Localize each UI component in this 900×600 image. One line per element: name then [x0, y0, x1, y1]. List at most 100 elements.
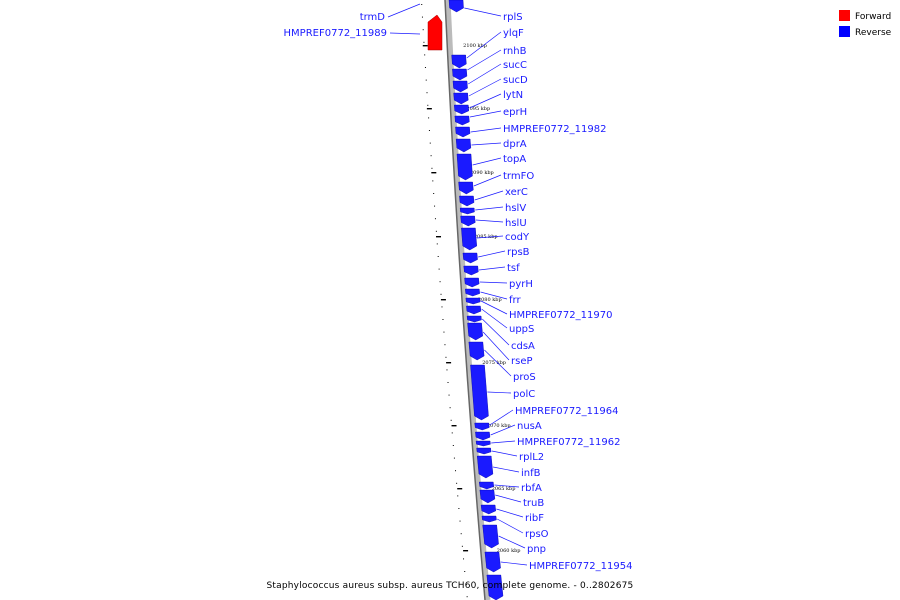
leader-line [491, 450, 518, 457]
tick-dot [423, 41, 425, 43]
leader-line [467, 63, 502, 85]
tick-label: 2080 kbp [478, 297, 502, 303]
leader-line [495, 494, 522, 503]
gene-label-reverse: HMPREF0772_11964 [515, 406, 618, 417]
gene-label-reverse: pnp [527, 544, 546, 555]
reverse-gene-block [453, 92, 469, 105]
leader-line [480, 300, 508, 315]
tick-dot [458, 508, 460, 509]
tick-dot [436, 243, 438, 245]
reverse-gene-block [455, 126, 471, 138]
reverse-gene-block [465, 288, 480, 297]
reverse-gene-block [465, 297, 481, 305]
gene-label-reverse: HMPREF0772_11970 [509, 310, 612, 321]
tick-dot [435, 230, 437, 232]
gene-label-reverse: hslV [505, 203, 526, 214]
gene-label-reverse: rseP [511, 356, 533, 367]
tick-dot [449, 407, 451, 409]
gene-label-reverse: sucD [503, 75, 528, 86]
reverse-gene-block [475, 431, 491, 441]
reverse-gene-block [460, 215, 476, 227]
leader-line [474, 190, 504, 201]
reverse-gene-block [454, 104, 469, 115]
gene-label-reverse: proS [513, 372, 536, 383]
leader-line [487, 391, 512, 394]
gene-label-reverse: HMPREF0772_11962 [517, 437, 620, 448]
gene-labels: trmD HMPREF0772_11989 rplS ylqF rnhB sucC sucD… [284, 12, 633, 572]
leader-line [468, 78, 502, 97]
tick-dot [446, 369, 448, 371]
tick-dot [433, 193, 435, 194]
leader-line [480, 291, 508, 300]
leader-line [475, 219, 504, 223]
tick-dot [428, 130, 430, 131]
leader-line [478, 250, 506, 258]
gene-label-reverse: rpsO [525, 529, 549, 540]
legend-label-reverse: Reverse [855, 28, 892, 38]
tick-label: 2065 kbp [492, 486, 516, 492]
reverse-gene-block [466, 315, 482, 323]
gene-label-forward: HMPREF0772_11989 [284, 28, 387, 39]
leader-line [497, 518, 524, 534]
gene-blocks [427, 0, 504, 600]
tick-dot [424, 67, 426, 68]
reverse-gene-block [479, 481, 495, 490]
tick-dot [443, 331, 445, 333]
reverse-gene-block [482, 524, 499, 549]
reverse-gene-block [454, 115, 470, 126]
leader-line [387, 3, 421, 18]
leader-line [471, 142, 502, 146]
reverse-gene-block [452, 68, 468, 81]
tick-marks [421, 4, 469, 598]
genome-backbone-shadow [445, 0, 491, 600]
tick-dot [438, 268, 440, 270]
leader-line [469, 110, 502, 118]
reverse-gene-block [468, 341, 485, 361]
tick-dot [445, 356, 447, 358]
tick-dot [442, 319, 444, 320]
gene-label-reverse: hslU [505, 218, 527, 229]
major-tick [440, 299, 446, 301]
leader-line [473, 174, 502, 187]
tick-dot [426, 92, 428, 94]
tick-dot [434, 218, 436, 220]
tick-dot [429, 142, 431, 144]
tick-dot [444, 344, 446, 346]
reverse-gene-block [476, 455, 494, 479]
reverse-gene-block [475, 440, 491, 447]
major-tick [463, 550, 469, 552]
leader-line [466, 31, 502, 59]
gene-label-reverse: nusA [517, 421, 542, 432]
reverse-gene-block [470, 364, 489, 421]
forward-gene-block [427, 14, 443, 51]
leader-line [500, 561, 528, 566]
tick-dot [451, 432, 453, 434]
reverse-gene-block [451, 54, 467, 69]
reverse-gene-block [458, 181, 474, 195]
tick-dot [441, 306, 443, 308]
tick-dot [432, 180, 434, 182]
gene-label-reverse: sucC [503, 60, 527, 71]
major-tick [436, 236, 442, 238]
leader-line [469, 93, 502, 109]
reverse-gene-block [474, 422, 490, 431]
leader-line [479, 281, 508, 284]
gene-label-reverse: frr [509, 295, 521, 306]
leader-line [494, 484, 520, 488]
tick-dot [447, 382, 449, 383]
tick-dot [455, 470, 457, 472]
gene-label-reverse: codY [505, 232, 530, 243]
major-tick [451, 425, 457, 427]
tick-label: 2060 kbp [497, 548, 521, 554]
reverse-gene-block [459, 195, 475, 207]
major-tick [457, 488, 463, 490]
gene-label-reverse: rplS [503, 12, 523, 23]
legend-label-forward: Forward [855, 12, 891, 22]
major-tick [422, 45, 428, 47]
leader-line [491, 440, 516, 444]
gene-label-reverse: rplL2 [519, 452, 544, 463]
gene-label-reverse: uppS [509, 324, 534, 335]
leader-line [482, 331, 510, 361]
gene-label-reverse: tsf [507, 263, 520, 274]
tick-dot [422, 29, 424, 31]
